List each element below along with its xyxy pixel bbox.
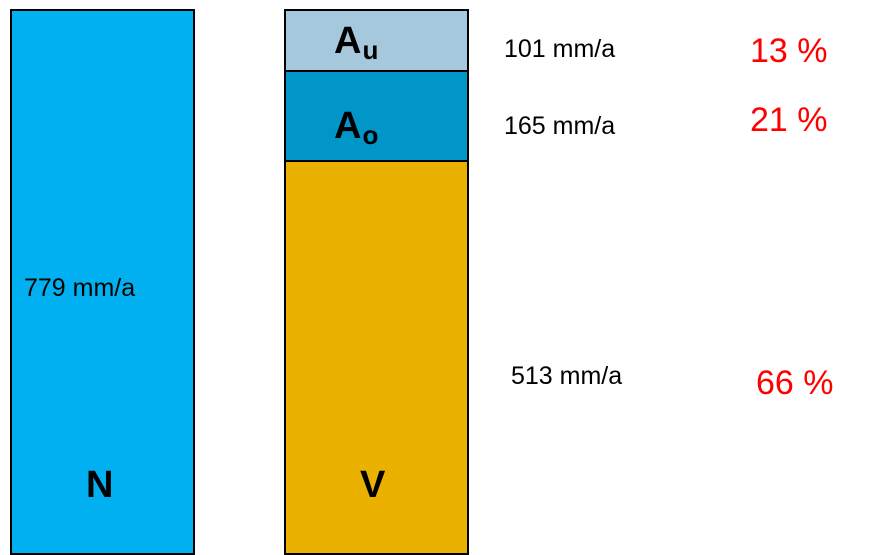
precipitation-value: 779 mm/a	[24, 274, 136, 302]
runoff-upper-value: 165 mm/a	[504, 112, 616, 140]
runoff-lower-segment	[284, 9, 469, 72]
runoff-lower-value: 101 mm/a	[504, 35, 616, 63]
evaporation-segment	[284, 160, 469, 555]
runoff-lower-symbol: Au	[334, 20, 379, 65]
evaporation-symbol: V	[360, 464, 386, 506]
runoff-upper-symbol: Ao	[334, 105, 379, 150]
runoff-lower-percent: 13 %	[750, 32, 828, 70]
precipitation-column	[10, 9, 195, 555]
evaporation-percent: 66 %	[756, 364, 834, 402]
precipitation-symbol: N	[86, 464, 114, 506]
evaporation-value: 513 mm/a	[511, 362, 623, 390]
runoff-upper-percent: 21 %	[750, 101, 828, 139]
